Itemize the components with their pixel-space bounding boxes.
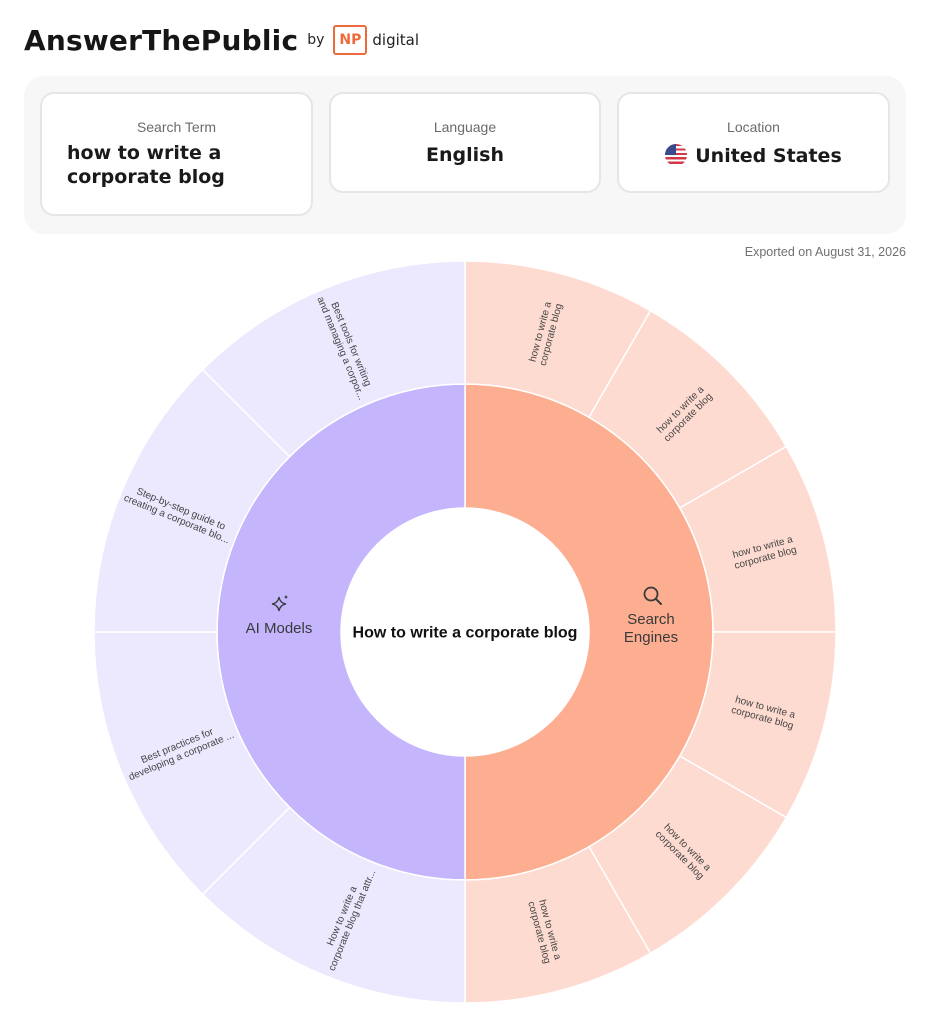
exported-date: Exported on August 31, 2026 <box>744 245 906 259</box>
ai-models-label: AI Models <box>246 620 313 637</box>
np-badge-logo: NP <box>333 25 368 55</box>
magnifier-icon <box>643 586 662 605</box>
search-engines-label-line: Search <box>627 611 675 628</box>
center-circle <box>341 508 589 756</box>
center-label: How to write a corporate blog <box>353 625 578 642</box>
by-text: by <box>307 32 325 48</box>
search-term-card: Search Term how to write a corporate blo… <box>40 92 313 216</box>
header: AnswerThePublic by NP digital <box>24 22 419 58</box>
search-term-value: how to write a corporate blog <box>67 142 225 188</box>
brand-logo[interactable]: AnswerThePublic <box>24 23 299 57</box>
language-label: Language <box>433 119 497 135</box>
search-term-label: Search Term <box>136 119 217 135</box>
language-value: English <box>426 144 504 166</box>
partner-name: digital <box>372 31 420 49</box>
us-flag-icon <box>665 144 688 166</box>
sparkle-icon <box>271 595 288 612</box>
location-value: United States <box>695 145 842 167</box>
language-card: Language English <box>329 92 601 193</box>
search-summary-panel: Search Term how to write a corporate blo… <box>24 76 906 234</box>
location-label: Location <box>727 119 780 135</box>
location-value-row: United States <box>619 144 888 167</box>
search-engines-label-line: Engines <box>624 629 678 646</box>
ai-model-result-segment[interactable] <box>201 260 466 458</box>
search-engines-label: Search Engines <box>624 611 678 646</box>
location-card: Location United States <box>617 92 890 193</box>
